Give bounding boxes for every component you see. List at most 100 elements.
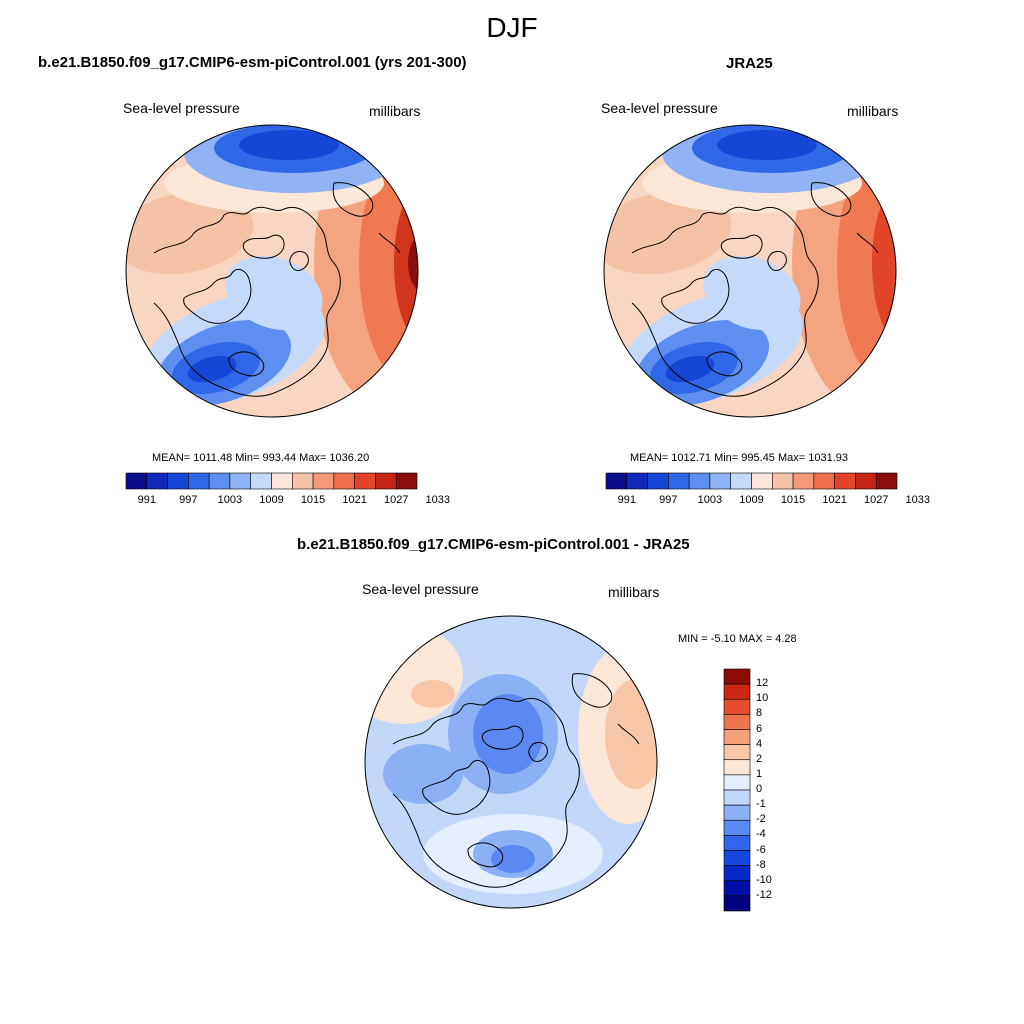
colorbar-swatch	[813, 472, 835, 490]
coastline	[528, 741, 548, 762]
colorbar-tick-label: 1033	[425, 494, 451, 506]
colorbar-swatch	[333, 472, 355, 490]
colorbar-swatch	[723, 850, 751, 866]
colorbar-tick-label: -2	[756, 813, 766, 826]
diff-units-label: millibars	[608, 584, 660, 600]
colorbar-tick-label: 1	[756, 767, 763, 780]
ridge-region	[604, 191, 732, 275]
colorbar-swatch	[723, 744, 751, 761]
colorbar-tick-label: 10	[756, 692, 769, 705]
colorbar-swatch	[751, 472, 773, 490]
colorbar-swatch	[312, 472, 335, 490]
colorbar-tick-label: 8	[756, 707, 763, 720]
positive-anomaly	[411, 680, 455, 708]
map-border	[603, 124, 897, 418]
colorbar-swatch	[605, 472, 628, 490]
coastline	[661, 268, 730, 324]
model-variable-label: Sea-level pressure	[123, 100, 240, 116]
obs-units-label: millibars	[847, 103, 899, 119]
colorbar-swatch	[855, 472, 877, 490]
colorbar-swatch	[723, 835, 751, 851]
colorbar-swatch	[709, 472, 732, 490]
colorbar-swatch	[291, 472, 314, 490]
coastline	[631, 206, 819, 397]
colorbar-swatch	[771, 472, 794, 490]
ridge-region	[126, 191, 254, 275]
colorbar-swatch	[723, 759, 751, 776]
high-pressure-core	[872, 183, 896, 343]
colorbar-swatch	[167, 472, 189, 490]
colorbar-tick-label: 997	[179, 494, 198, 506]
colorbar-tick-label: 4	[756, 737, 763, 750]
colorbar-tick-label: -4	[756, 828, 766, 841]
colorbar-tick-label: -1	[756, 798, 766, 811]
colorbar-tick-label: -10	[756, 873, 772, 886]
colorbar-tick-label: 12	[756, 677, 769, 690]
colorbar-swatch	[792, 472, 815, 490]
colorbar-swatch	[723, 789, 751, 806]
map-border	[364, 615, 658, 909]
obs-panel-title: JRA25	[726, 55, 773, 72]
diff-panel-title: b.e21.B1850.f09_g17.CMIP6-esm-piControl.…	[297, 536, 690, 553]
diff-stats: MIN = -5.10 MAX = 4.28	[678, 633, 797, 645]
aleutian-low-core	[239, 130, 339, 160]
negative-anomaly	[383, 744, 463, 804]
arctic-region	[225, 255, 323, 331]
positive-anomaly	[605, 679, 657, 789]
colorbar-tick-label: 1009	[259, 494, 284, 506]
coastline	[720, 234, 763, 259]
colorbar-swatch	[229, 472, 252, 490]
colorbar-swatch	[271, 472, 293, 490]
colorbar-swatch	[723, 683, 751, 700]
colorbar-swatch	[723, 668, 751, 685]
colorbar-swatch	[395, 472, 418, 490]
colorbar-tick-label: 0	[756, 783, 763, 795]
colorbar-tick-label: 991	[137, 494, 156, 506]
colorbar-swatch	[688, 472, 711, 490]
coastline	[767, 250, 787, 271]
coastline	[467, 842, 504, 868]
obs-stats: MEAN= 1012.71 Min= 995.45 Max= 1031.93	[630, 452, 849, 464]
coastline	[481, 725, 524, 750]
coastline	[332, 182, 374, 217]
coastline	[183, 268, 252, 324]
colorbar-tick-label: 1027	[863, 494, 889, 506]
colorbar-tick-label: 6	[756, 722, 763, 735]
coastline	[422, 759, 491, 815]
model-stats: MEAN= 1011.48 Min= 993.44 Max= 1036.20	[152, 452, 370, 464]
colorbar-swatch	[125, 472, 148, 490]
coastline	[571, 673, 613, 708]
negative-anomaly	[491, 845, 535, 873]
colorbar-tick-label: 1009	[739, 494, 764, 506]
colorbar-swatch	[188, 472, 210, 490]
colorbar-tick-label: -12	[756, 888, 772, 901]
colorbar-swatch	[723, 804, 751, 821]
coastline	[617, 723, 640, 745]
obs-variable-label: Sea-level pressure	[601, 100, 718, 116]
colorbar-swatch	[626, 472, 648, 490]
negative-anomaly	[473, 694, 543, 774]
high-pressure-core	[394, 183, 418, 343]
colorbar-swatch	[723, 698, 751, 715]
coastline	[810, 182, 852, 217]
aleutian-low-core	[717, 130, 817, 160]
colorbar-tick-label: 1003	[697, 494, 723, 506]
colorbar-swatch	[647, 472, 669, 490]
colorbar-swatch	[354, 472, 376, 490]
colorbar-tick-label: 1015	[300, 494, 326, 506]
coastline	[153, 302, 217, 386]
colorbar-tick-label: 997	[659, 494, 678, 506]
model-polar-map	[125, 124, 419, 418]
colorbar-tick-label: 991	[617, 494, 636, 506]
colorbar-tick-label: 1033	[905, 494, 931, 506]
colorbar-tick-label: 1015	[780, 494, 806, 506]
colorbar-swatch	[875, 472, 898, 490]
colorbar-tick-label: 1027	[383, 494, 409, 506]
coastline	[242, 234, 285, 259]
colorbar-tick-label: 1003	[217, 494, 243, 506]
colorbar-swatch	[208, 472, 231, 490]
season-title: DJF	[486, 12, 538, 43]
colorbar-swatch	[668, 472, 690, 490]
diff-variable-label: Sea-level pressure	[362, 581, 479, 597]
coastline	[706, 351, 743, 377]
